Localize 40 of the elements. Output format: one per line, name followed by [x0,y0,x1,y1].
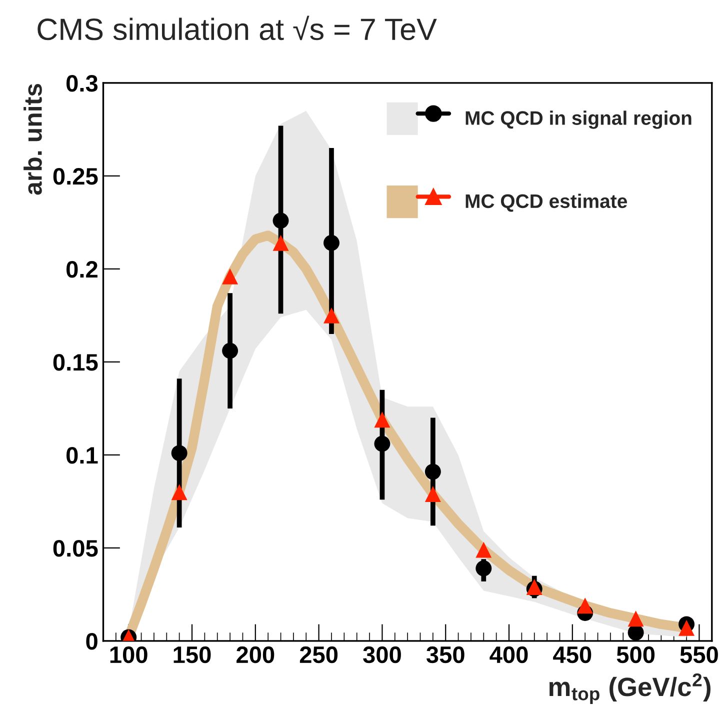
legend-label: MC QCD in signal region [466,110,692,129]
y-tick-label: 0.2 [66,261,98,278]
legend-label: MC QCD estimate [466,194,628,212]
point [324,307,340,324]
y-tick-label: 0.15 [53,354,98,371]
x-tick-label: 550 [680,646,718,664]
x-tick-label: 450 [553,646,592,664]
y-tick-label: 0.3 [66,75,98,92]
point [374,412,390,428]
x-axis-title: m$_{top}$ (GeV/c$^{2}$) [549,673,710,704]
point [272,234,289,251]
x-tick-label: 100 [110,646,148,664]
point [678,620,695,636]
x-tick-label: 400 [490,646,528,664]
y-tick-label: 0.25 [53,168,98,185]
point [171,445,188,462]
point [272,212,289,229]
point [628,610,644,627]
y-tick-label: 0 [86,633,98,650]
x-tick-label: 500 [616,646,655,664]
y-tick-label: 0.05 [53,540,98,557]
x-tick-label: 300 [363,646,401,664]
x-tick-label: 350 [426,646,464,664]
chart-title: CMS simulation at √s = 7 TeV [38,16,437,40]
point [424,464,441,480]
y-tick-label: 0.1 [66,447,98,464]
point [222,342,238,359]
point [476,560,492,576]
point [324,234,340,251]
point [577,598,594,614]
point [628,624,644,641]
y-axis-title: arb. units [24,84,42,195]
point [222,268,238,284]
point [424,486,441,502]
point [171,484,188,500]
x-tick-label: 150 [174,646,211,664]
x-tick-label: 250 [300,646,338,664]
x-tick-label: 200 [236,646,274,664]
point [476,542,492,558]
point [374,436,390,452]
